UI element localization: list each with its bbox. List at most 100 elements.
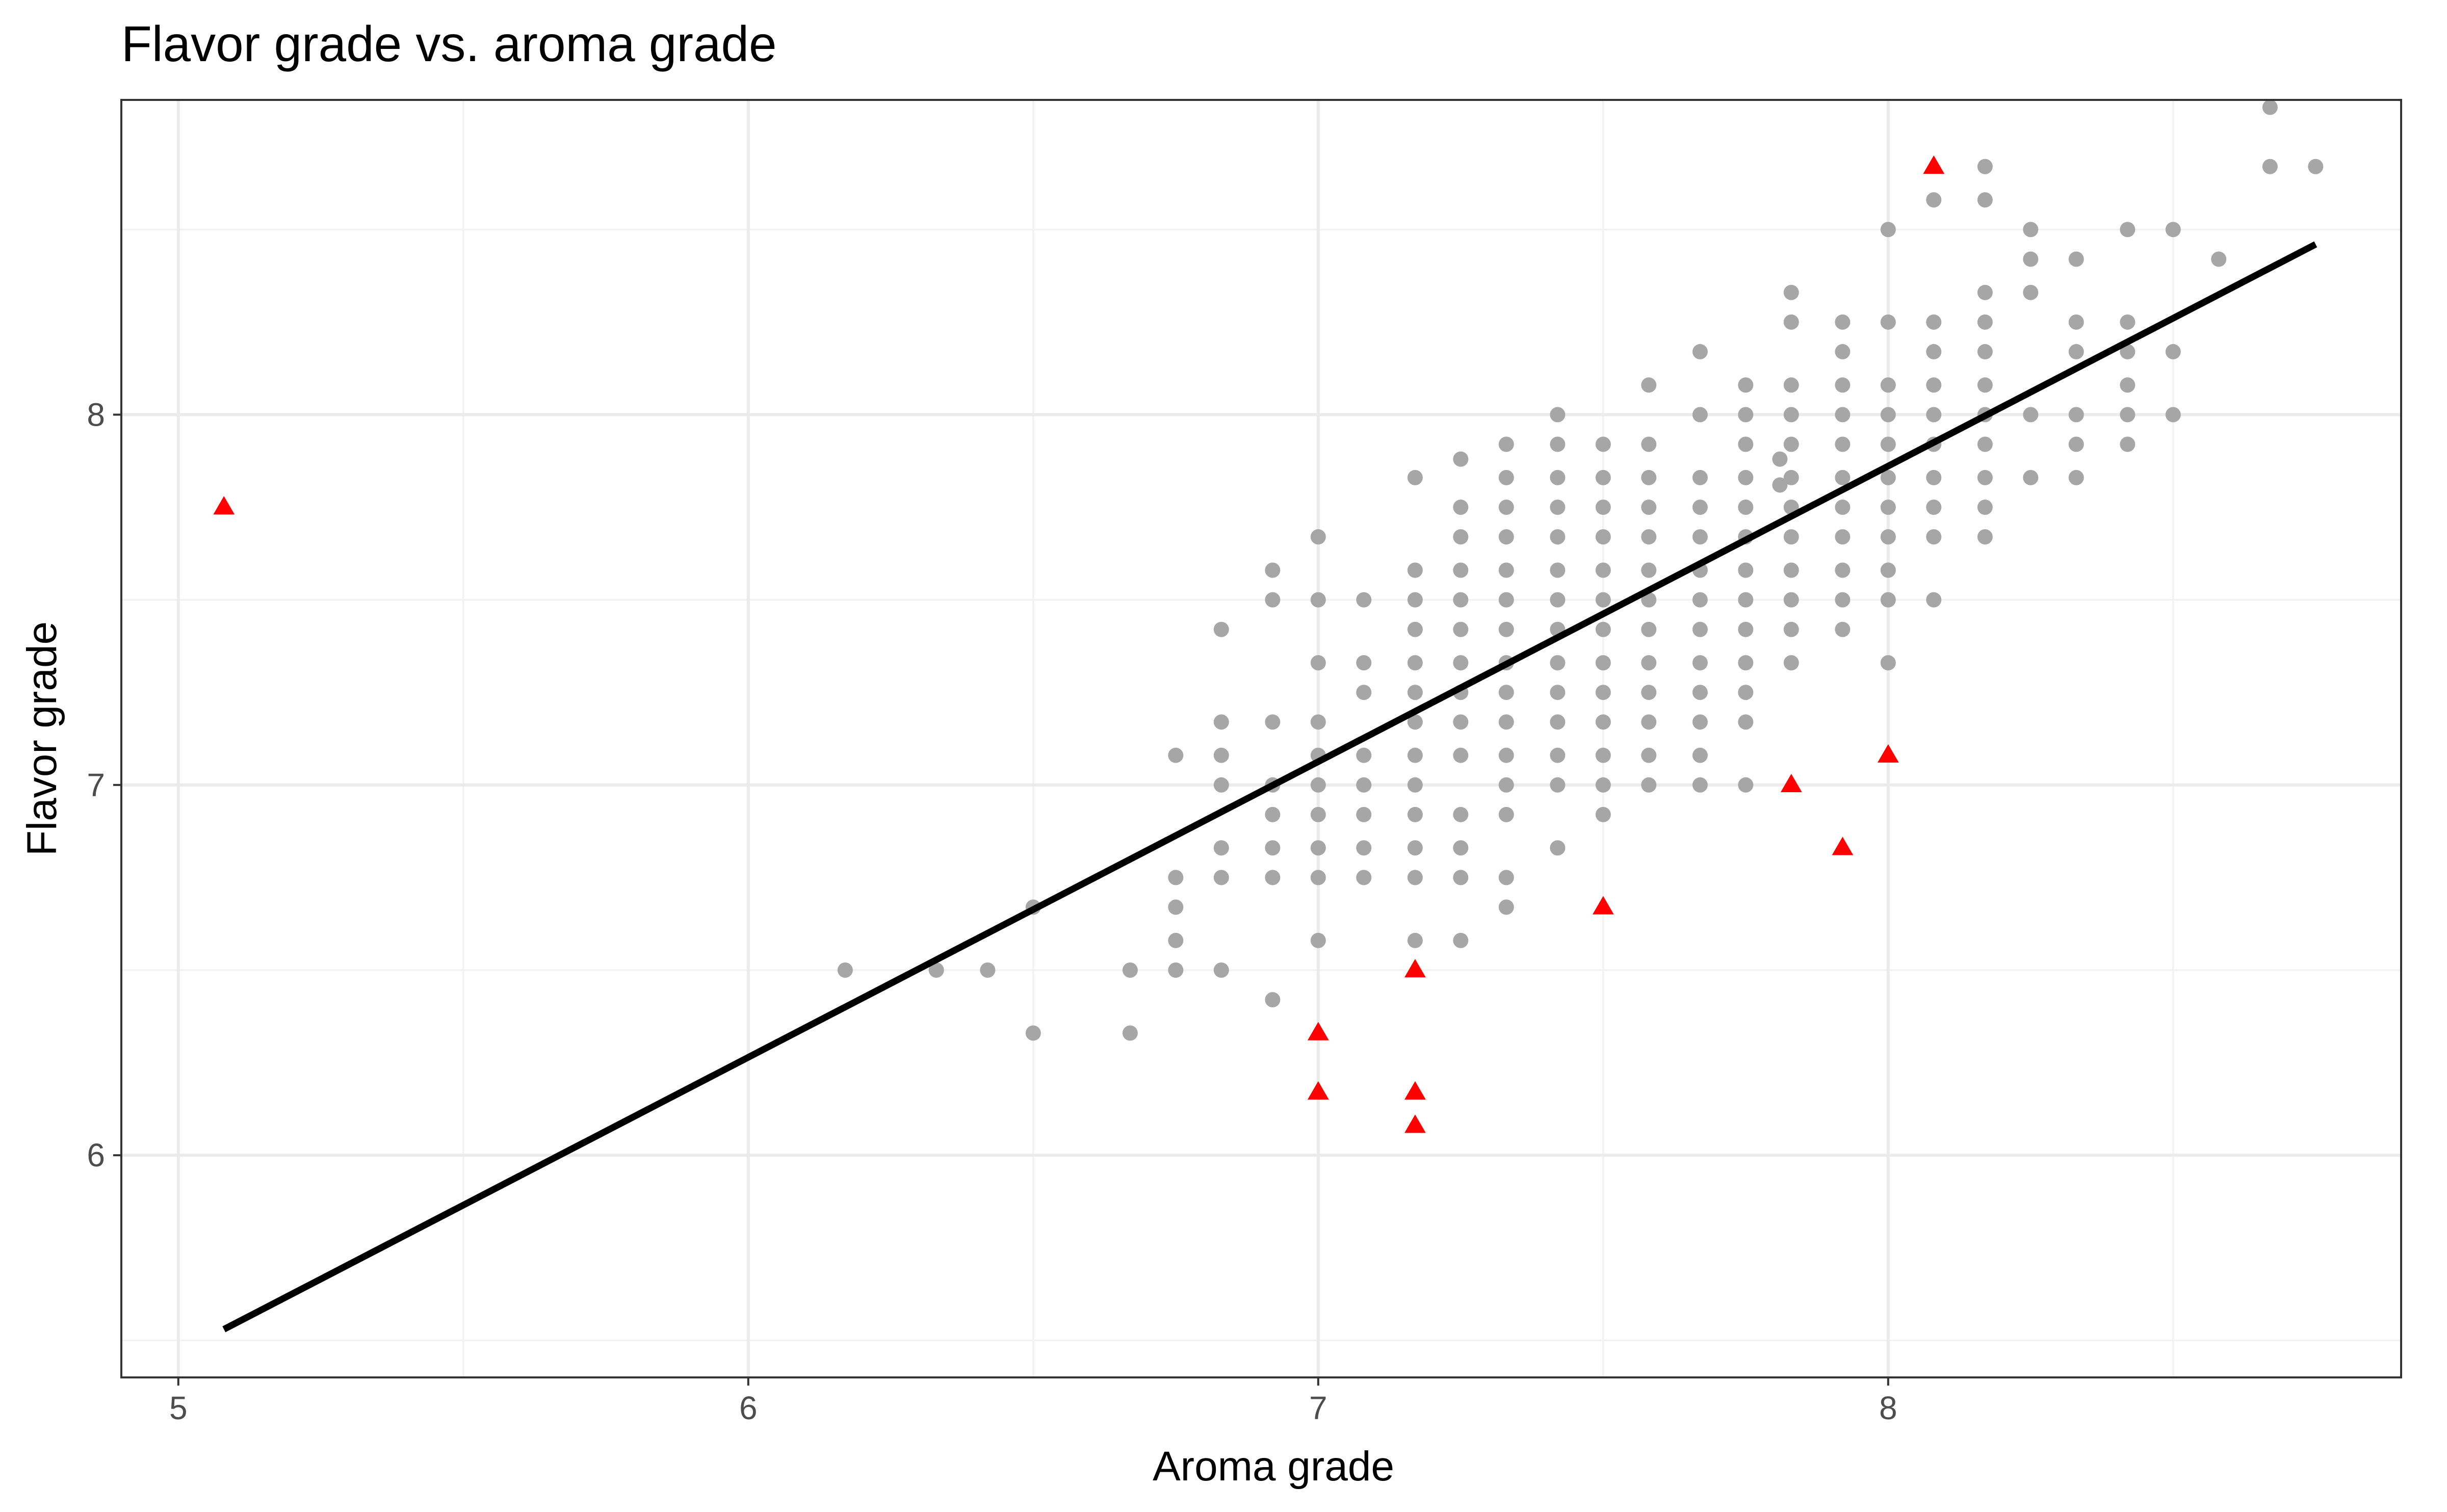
data-point [1550, 529, 1566, 545]
data-point [1880, 407, 1896, 423]
data-point [1498, 899, 1514, 915]
data-point [1835, 344, 1851, 359]
data-point [1738, 470, 1754, 485]
data-point [2165, 407, 2181, 423]
data-point [2120, 344, 2136, 359]
data-point [1550, 840, 1566, 856]
data-point [1835, 592, 1851, 608]
data-point [1738, 562, 1754, 578]
data-point [1783, 529, 1799, 545]
data-point [1738, 685, 1754, 700]
data-point [1926, 192, 1942, 208]
data-point [1880, 500, 1896, 515]
data-point [980, 962, 996, 978]
data-point [1453, 714, 1469, 730]
data-point [2262, 159, 2278, 174]
data-point [1738, 436, 1754, 452]
data-point [1595, 621, 1611, 637]
data-point [1168, 932, 1184, 948]
data-point [1641, 529, 1657, 545]
data-point [1407, 840, 1423, 856]
data-point [1213, 621, 1229, 637]
x-tick-label: 8 [1879, 1390, 1897, 1426]
data-point [1453, 932, 1469, 948]
data-point [1498, 870, 1514, 885]
data-point [1265, 806, 1281, 822]
data-point [1595, 500, 1611, 515]
data-point [1692, 500, 1708, 515]
data-point [1977, 344, 1993, 359]
data-point [928, 962, 944, 978]
plot-panel-border [120, 99, 2402, 1378]
outlier-point [1923, 155, 1945, 174]
data-point [1168, 870, 1184, 885]
data-point [1595, 714, 1611, 730]
data-point [1977, 436, 1993, 452]
data-point [1783, 470, 1799, 485]
data-point [1977, 529, 1993, 545]
data-point [1977, 314, 1993, 330]
data-point [1595, 592, 1611, 608]
data-point [1356, 592, 1372, 608]
data-point [1310, 840, 1326, 856]
data-point [1595, 470, 1611, 485]
data-point [1926, 377, 1942, 393]
data-point [2308, 159, 2324, 174]
data-point [2068, 251, 2084, 267]
data-point [1498, 562, 1514, 578]
data-point [1453, 655, 1469, 671]
data-point [2165, 344, 2181, 359]
data-point [2120, 407, 2136, 423]
data-point [1213, 962, 1229, 978]
y-tick-label: 8 [87, 396, 105, 433]
data-point [1550, 685, 1566, 700]
data-point [1738, 407, 1754, 423]
outlier-point [1780, 773, 1802, 793]
data-point [1453, 451, 1469, 467]
data-point [1453, 747, 1469, 763]
outlier-point [1404, 959, 1426, 978]
data-point [837, 962, 853, 978]
data-point [1926, 500, 1942, 515]
data-point [1835, 470, 1851, 485]
data-point [1835, 500, 1851, 515]
data-point [2068, 470, 2084, 485]
data-point [1356, 655, 1372, 671]
data-point [1356, 840, 1372, 856]
x-tick-label: 5 [169, 1390, 188, 1426]
data-point [1453, 529, 1469, 545]
data-point [1550, 747, 1566, 763]
data-point [1122, 1025, 1138, 1041]
data-point [1880, 222, 1896, 238]
data-point [1692, 529, 1708, 545]
data-point [1453, 592, 1469, 608]
data-point [1783, 314, 1799, 330]
data-point [1692, 747, 1708, 763]
data-point [1213, 777, 1229, 793]
data-point [1641, 500, 1657, 515]
outlier-point [1307, 1081, 1329, 1100]
data-point [1407, 621, 1423, 637]
data-point [1738, 377, 1754, 393]
data-point [1356, 747, 1372, 763]
data-point [1550, 407, 1566, 423]
data-point [1880, 377, 1896, 393]
data-point [1168, 747, 1184, 763]
data-point [1977, 159, 1993, 174]
data-point [1641, 436, 1657, 452]
data-point [1498, 714, 1514, 730]
y-axis-title: Flavor grade [19, 621, 65, 856]
data-point [1407, 655, 1423, 671]
data-point [1310, 932, 1326, 948]
data-point [1453, 562, 1469, 578]
data-point [1453, 840, 1469, 856]
data-point [1926, 592, 1942, 608]
data-point [1880, 529, 1896, 545]
data-point [1835, 377, 1851, 393]
data-point [1977, 470, 1993, 485]
data-point [1926, 344, 1942, 359]
data-point [1213, 714, 1229, 730]
data-point [1498, 500, 1514, 515]
data-point [1407, 932, 1423, 948]
data-point [1783, 407, 1799, 423]
